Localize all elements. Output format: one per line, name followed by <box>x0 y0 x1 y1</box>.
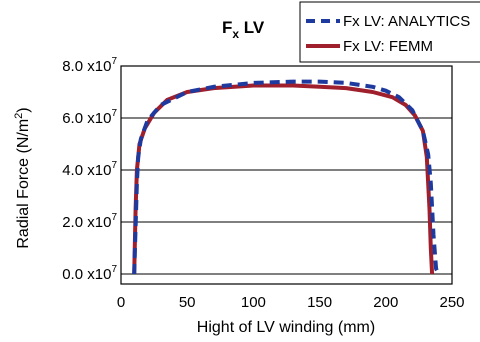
legend: Fx LV: ANALYTICS Fx LV: FEMM <box>299 1 480 63</box>
chart-title: Fx LV <box>222 18 265 41</box>
chart-title-suffix: LV <box>239 18 265 37</box>
y-tick-labels: 0.0 x107 2.0 x107 4.0 x107 6.0 x107 8.0 x107 <box>62 56 117 283</box>
y-tick-label: 6.0 x107 <box>62 108 117 127</box>
x-axis-label: Hight of LV winding (mm) <box>197 319 375 336</box>
x-tick-label: 250 <box>439 294 464 311</box>
y-tick-label: 2.0 x107 <box>62 212 117 231</box>
x-tick-label: 200 <box>373 294 398 311</box>
x-tick-labels: 0 50 100 150 200 250 <box>117 294 465 311</box>
legend-box <box>299 1 480 63</box>
chart-title-subscript: x <box>232 27 239 41</box>
y-tick-label: 0.0 x107 <box>62 264 117 283</box>
x-tick-label: 150 <box>307 294 332 311</box>
legend-label-analytics: Fx LV: ANALYTICS <box>343 13 470 30</box>
x-tick-label: 50 <box>179 294 196 311</box>
y-tick-label: 4.0 x107 <box>62 160 117 179</box>
y-axis-label: Radial Force (N/m2) <box>13 107 32 248</box>
series-line-analytics <box>132 79 441 275</box>
x-tick-label: 100 <box>241 294 266 311</box>
series-layer <box>132 79 441 275</box>
series-line-femm <box>132 83 435 275</box>
x-tick-label: 0 <box>117 294 125 311</box>
plot-area <box>120 65 453 285</box>
y-axis-label-superscript: 2 <box>13 113 25 119</box>
y-axis-label-end: ) <box>15 107 32 112</box>
y-tick-label: 8.0 x107 <box>62 56 117 75</box>
grid <box>121 65 452 275</box>
legend-label-femm: Fx LV: FEMM <box>343 38 433 55</box>
